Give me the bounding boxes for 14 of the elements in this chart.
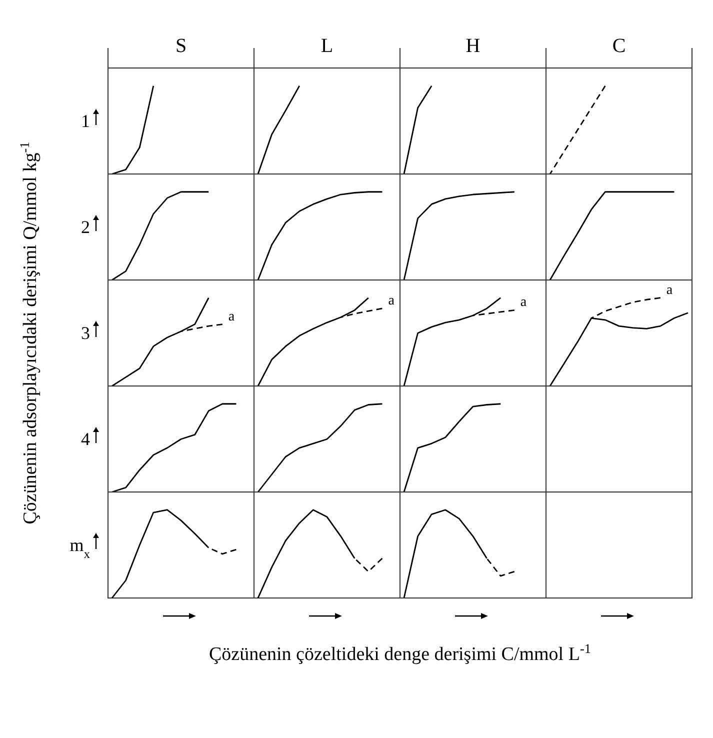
text: C — [612, 35, 626, 57]
text: S — [175, 35, 187, 57]
y-axis-title: 1 — [81, 111, 90, 131]
y-axis-title: 3 — [81, 323, 90, 343]
annotation: a — [388, 293, 396, 308]
text: H — [466, 35, 480, 57]
annotation: a — [228, 309, 236, 324]
text: a — [666, 282, 674, 298]
y-axis-title: m$_{x}$ — [70, 535, 91, 561]
annotation: a — [520, 295, 528, 310]
y-axis-title: 2 — [81, 217, 90, 237]
text: L — [320, 35, 334, 57]
text: Çözünenin çözeltideki denge derişimi C/mmol L$^{-1}$ — [208, 640, 592, 665]
y-axis-title: 4 — [81, 429, 90, 449]
